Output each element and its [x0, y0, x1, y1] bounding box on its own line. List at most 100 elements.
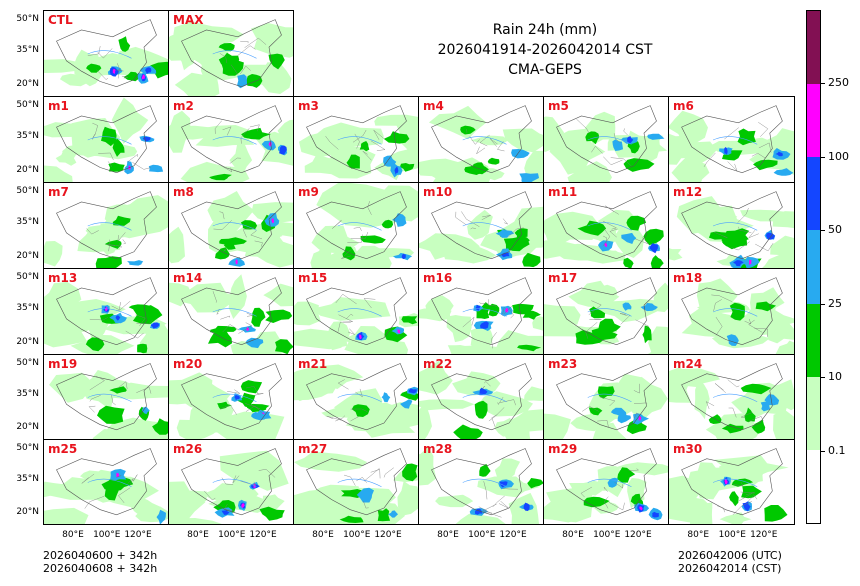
rain-area	[650, 255, 664, 268]
rain-area	[475, 304, 481, 311]
rain-area	[356, 487, 374, 503]
province-border	[478, 506, 502, 518]
country-border	[556, 448, 657, 516]
province-border	[84, 496, 105, 509]
province-border	[635, 319, 649, 329]
rain-area	[381, 392, 391, 403]
init-time-cst: 2026040608 + 342h	[43, 562, 158, 575]
panel-label: m4	[423, 99, 444, 113]
province-border	[748, 494, 758, 502]
rain-area	[265, 309, 293, 323]
rain-area	[44, 122, 99, 138]
province-border	[106, 244, 120, 246]
panel-label: MAX	[173, 13, 204, 27]
country-border	[431, 105, 532, 173]
lat-tick-label: 35°N	[16, 388, 39, 399]
rain-area	[351, 404, 370, 417]
panel-m2: m2	[168, 96, 294, 183]
province-border	[599, 396, 616, 407]
panel-m25: m25	[43, 439, 169, 525]
panel-map	[169, 191, 293, 268]
rain-area	[246, 326, 250, 331]
rain-area	[150, 322, 159, 329]
province-border	[748, 230, 759, 238]
rain-area	[137, 343, 148, 354]
colorbar-segment	[807, 449, 820, 524]
panel-map	[169, 105, 293, 182]
panel-map	[419, 191, 543, 268]
rain-area	[359, 334, 362, 340]
river	[587, 393, 632, 403]
province-border	[240, 480, 255, 486]
rain-area	[494, 417, 516, 437]
province-border	[491, 414, 498, 427]
province-border	[758, 142, 772, 153]
province-border	[597, 420, 609, 428]
colorbar-tick	[821, 377, 825, 379]
panel-label: m8	[173, 185, 194, 199]
colorbar-tick	[821, 156, 825, 158]
lat-tick-label: 20°N	[16, 506, 39, 517]
province-border	[731, 241, 750, 251]
panel-map	[669, 105, 794, 182]
rain-area	[419, 402, 432, 439]
panel-m17: m17	[543, 268, 669, 355]
province-border	[635, 237, 649, 245]
province-border	[250, 230, 263, 240]
province-border	[229, 157, 241, 164]
rain-area	[669, 248, 683, 261]
river	[337, 136, 382, 145]
river	[337, 478, 382, 488]
country-border	[556, 277, 657, 345]
rain-area	[118, 36, 131, 52]
river	[337, 308, 382, 317]
province-border	[608, 502, 625, 511]
province-border	[585, 322, 598, 339]
river	[337, 222, 382, 231]
province-border	[727, 379, 740, 388]
rain-area	[479, 463, 491, 477]
province-border	[481, 215, 491, 220]
rain-area	[116, 472, 120, 478]
rain-area	[532, 316, 543, 331]
river	[587, 478, 632, 488]
rain-area	[488, 303, 500, 317]
province-border	[335, 415, 346, 422]
province-border	[326, 415, 342, 421]
province-border	[135, 314, 146, 327]
rain-area	[721, 423, 744, 434]
rain-area	[132, 305, 163, 325]
panel-label: m21	[298, 357, 328, 371]
lat-tick-label: 35°N	[16, 45, 39, 56]
province-border	[738, 226, 752, 233]
rain-area	[740, 383, 772, 395]
lat-tick-label: 20°N	[16, 164, 39, 175]
panel-m4: m4	[418, 96, 544, 183]
rain-area	[381, 219, 394, 229]
colorbar-label: 25	[828, 296, 842, 310]
rain-area	[345, 414, 416, 438]
province-border	[89, 376, 105, 391]
rain-area	[55, 149, 77, 166]
panel-map	[294, 277, 418, 354]
rain-area	[446, 315, 472, 343]
panel-label: m30	[673, 442, 703, 456]
country-border	[431, 363, 532, 431]
province-border	[347, 328, 355, 335]
rain-area	[472, 162, 486, 175]
country-border	[56, 191, 157, 259]
province-border	[86, 228, 99, 235]
province-border	[713, 231, 728, 238]
river	[212, 222, 257, 231]
rain-area	[339, 515, 364, 523]
province-border	[337, 321, 351, 332]
country-border	[681, 448, 783, 516]
province-border	[353, 227, 362, 231]
province-border	[220, 315, 231, 320]
river	[212, 393, 257, 403]
panel-m14: m14	[168, 268, 294, 355]
province-border	[350, 231, 369, 239]
province-border	[603, 496, 609, 509]
panel-m22: m22	[418, 354, 544, 440]
rain-area	[360, 235, 386, 244]
